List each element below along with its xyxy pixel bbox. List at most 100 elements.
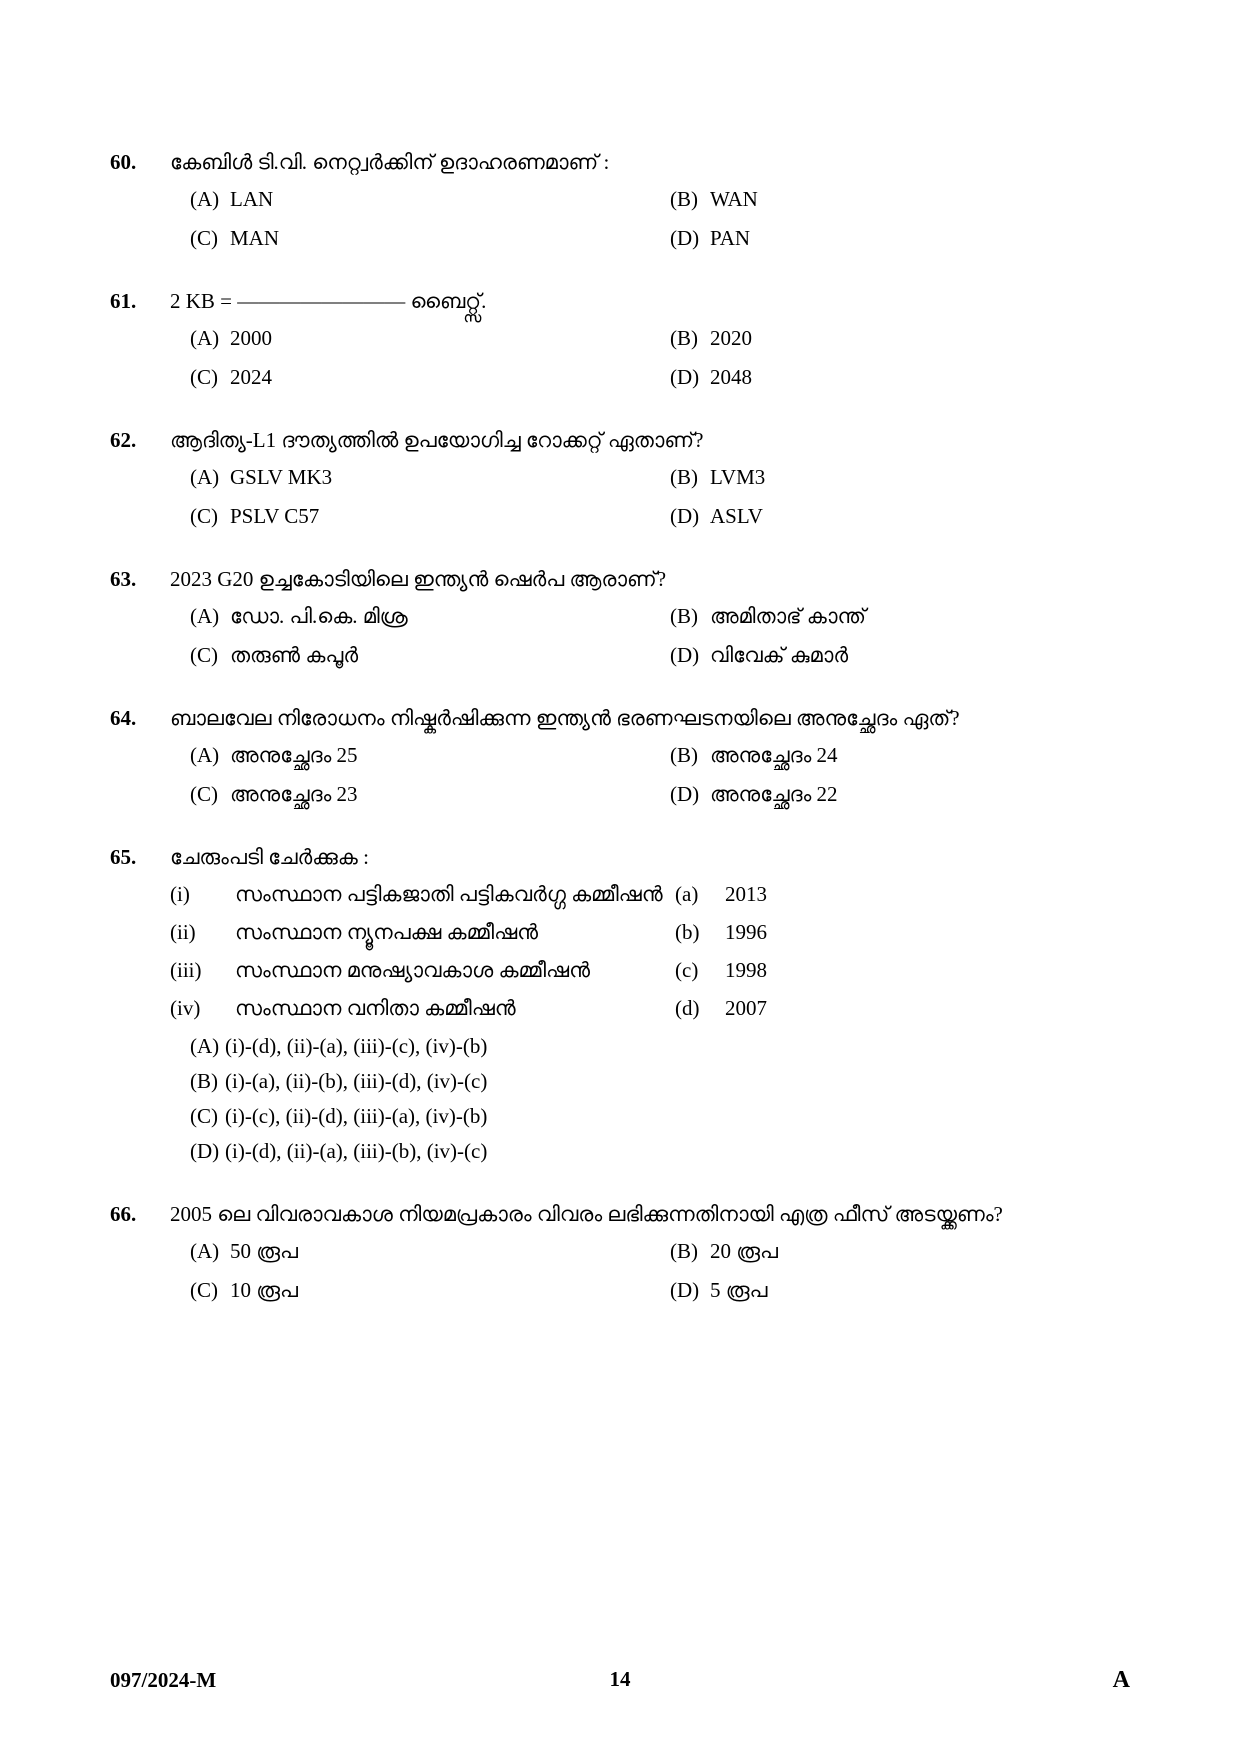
- option-label: (D): [650, 1278, 710, 1303]
- option-a: (A) GSLV MK3: [170, 465, 650, 490]
- question-header: 66. 2005 ലെ വിവരാവകാശ നിയമപ്രകാരം വിവരം …: [110, 1202, 1130, 1227]
- option-label: (D): [650, 782, 710, 807]
- option-row: (C) 2024 (D) 2048: [170, 365, 1130, 390]
- option-b: (B) 2020: [650, 326, 752, 351]
- question-64: 64. ബാലവേല നിരോധനം നിഷ്കർഷിക്കുന്ന ഇന്ത്…: [110, 706, 1130, 807]
- option-label: (A): [170, 743, 230, 768]
- option-text: അനുച്ഛേദം 25: [230, 743, 358, 768]
- option-text: വിവേക് കുമാർ: [710, 643, 848, 668]
- footer-page-number: 14: [610, 1667, 631, 1692]
- options: (A) 2000 (B) 2020 (C) 2024 (D) 2048: [110, 326, 1130, 390]
- question-text: ബാലവേല നിരോധനം നിഷ്കർഷിക്കുന്ന ഇന്ത്യൻ ഭ…: [170, 706, 960, 731]
- option-label: (A): [170, 1239, 230, 1264]
- option-text: അനുച്ഛേദം 22: [710, 782, 838, 807]
- options: (A) LAN (B) WAN (C) MAN (D) PAN: [110, 187, 1130, 251]
- option-label: (D): [170, 1139, 225, 1164]
- option-row: (A) LAN (B) WAN: [170, 187, 1130, 212]
- match-right: 1996: [725, 920, 767, 945]
- option-row: (A) അനുച്ഛേദം 25 (B) അനുച്ഛേദം 24: [170, 743, 1130, 768]
- option-c: (C) 10 രൂപ: [170, 1278, 650, 1303]
- match-right: 2007: [725, 996, 767, 1021]
- match-options: (A) (i)-(d), (ii)-(a), (iii)-(c), (iv)-(…: [110, 1034, 1130, 1164]
- option-label: (D): [650, 643, 710, 668]
- option-label: (B): [650, 465, 710, 490]
- question-text: 2023 G20 ഉച്ചകോടിയിലെ ഇന്ത്യൻ ഷെർപ ആരാണ്…: [170, 567, 666, 592]
- option-label: (D): [650, 504, 710, 529]
- option-c: (C) (i)-(c), (ii)-(d), (iii)-(a), (iv)-(…: [170, 1104, 1130, 1129]
- question-number: 61.: [110, 289, 170, 314]
- option-row: (C) 10 രൂപ (D) 5 രൂപ: [170, 1278, 1130, 1303]
- option-text: (i)-(a), (ii)-(b), (iii)-(d), (iv)-(c): [225, 1069, 487, 1094]
- option-b: (B) അനുച്ഛേദം 24: [650, 743, 838, 768]
- match-roman: (iv): [170, 996, 235, 1021]
- match-letter: (c): [675, 958, 725, 983]
- option-text: GSLV MK3: [230, 465, 332, 490]
- question-header: 64. ബാലവേല നിരോധനം നിഷ്കർഷിക്കുന്ന ഇന്ത്…: [110, 706, 1130, 731]
- option-row: (C) അനുച്ഛേദം 23 (D) അനുച്ഛേദം 22: [170, 782, 1130, 807]
- option-text: (i)-(d), (ii)-(a), (iii)-(b), (iv)-(c): [225, 1139, 487, 1164]
- match-letter: (d): [675, 996, 725, 1021]
- option-label: (A): [170, 187, 230, 212]
- match-left: സംസ്ഥാന മനുഷ്യാവകാശ കമ്മീഷൻ: [235, 958, 675, 983]
- question-text: 2005 ലെ വിവരാവകാശ നിയമപ്രകാരം വിവരം ലഭിക…: [170, 1202, 1003, 1227]
- question-65: 65. ചേരുംപടി ചേർക്കുക : (i) സംസ്ഥാന പട്ട…: [110, 845, 1130, 1164]
- match-roman: (iii): [170, 958, 235, 983]
- option-text: 5 രൂപ: [710, 1278, 767, 1303]
- option-c: (C) MAN: [170, 226, 650, 251]
- question-number: 60.: [110, 150, 170, 175]
- option-label: (C): [170, 504, 230, 529]
- options: (A) 50 രൂപ (B) 20 രൂപ (C) 10 രൂപ (D) 5 ര…: [110, 1239, 1130, 1303]
- option-text: MAN: [230, 226, 279, 251]
- footer-series: A: [1113, 1667, 1130, 1694]
- question-66: 66. 2005 ലെ വിവരാവകാശ നിയമപ്രകാരം വിവരം …: [110, 1202, 1130, 1303]
- question-60: 60. കേബിൾ ടി.വി. നെറ്റ്വർക്കിന് ഉദാഹരണമാ…: [110, 150, 1130, 251]
- option-a: (A) (i)-(d), (ii)-(a), (iii)-(c), (iv)-(…: [170, 1034, 1130, 1059]
- option-b: (B) അമിതാഭ് കാന്ത്: [650, 604, 866, 629]
- option-text: ഡോ. പി.കെ. മിശ്ര: [230, 604, 408, 629]
- question-62: 62. ആദിത്യ-L1 ദൗത്യത്തിൽ ഉപയോഗിച്ച റോക്ക…: [110, 428, 1130, 529]
- options: (A) ഡോ. പി.കെ. മിശ്ര (B) അമിതാഭ് കാന്ത് …: [110, 604, 1130, 668]
- question-text: ചേരുംപടി ചേർക്കുക :: [170, 845, 369, 870]
- option-text: 2024: [230, 365, 272, 390]
- match-row: (iii) സംസ്ഥാന മനുഷ്യാവകാശ കമ്മീഷൻ (c) 19…: [170, 958, 1130, 983]
- option-text: തരുൺ കപൂർ: [230, 643, 358, 668]
- match-left: സംസ്ഥാന വനിതാ കമ്മീഷൻ: [235, 996, 675, 1021]
- option-d: (D) 5 രൂപ: [650, 1278, 767, 1303]
- match-row: (i) സംസ്ഥാന പട്ടികജാതി പട്ടികവർഗ്ഗ കമ്മീ…: [170, 882, 1130, 907]
- option-text: (i)-(d), (ii)-(a), (iii)-(c), (iv)-(b): [225, 1034, 487, 1059]
- option-label: (C): [170, 1104, 225, 1129]
- option-row: (C) PSLV C57 (D) ASLV: [170, 504, 1130, 529]
- option-text: LVM3: [710, 465, 765, 490]
- option-text: 2000: [230, 326, 272, 351]
- question-header: 60. കേബിൾ ടി.വി. നെറ്റ്വർക്കിന് ഉദാഹരണമാ…: [110, 150, 1130, 175]
- option-text: 2020: [710, 326, 752, 351]
- match-roman: (ii): [170, 920, 235, 945]
- question-text: 2 KB = ———————— ബൈറ്റ്സ്.: [170, 289, 486, 314]
- option-b: (B) WAN: [650, 187, 758, 212]
- option-d: (D) ASLV: [650, 504, 763, 529]
- page-footer: 097/2024-M 14 A: [110, 1667, 1130, 1694]
- option-label: (C): [170, 1278, 230, 1303]
- question-header: 65. ചേരുംപടി ചേർക്കുക :: [110, 845, 1130, 870]
- match-letter: (b): [675, 920, 725, 945]
- option-d: (D) (i)-(d), (ii)-(a), (iii)-(b), (iv)-(…: [170, 1139, 1130, 1164]
- option-a: (A) അനുച്ഛേദം 25: [170, 743, 650, 768]
- question-text: ആദിത്യ-L1 ദൗത്യത്തിൽ ഉപയോഗിച്ച റോക്കറ്റ്…: [170, 428, 703, 453]
- options: (A) അനുച്ഛേദം 25 (B) അനുച്ഛേദം 24 (C) അന…: [110, 743, 1130, 807]
- option-label: (C): [170, 365, 230, 390]
- option-row: (A) GSLV MK3 (B) LVM3: [170, 465, 1130, 490]
- option-a: (A) ഡോ. പി.കെ. മിശ്ര: [170, 604, 650, 629]
- option-text: 20 രൂപ: [710, 1239, 778, 1264]
- question-header: 61. 2 KB = ———————— ബൈറ്റ്സ്.: [110, 289, 1130, 314]
- option-label: (D): [650, 226, 710, 251]
- option-label: (D): [650, 365, 710, 390]
- option-text: PAN: [710, 226, 750, 251]
- match-letter: (a): [675, 882, 725, 907]
- option-c: (C) തരുൺ കപൂർ: [170, 643, 650, 668]
- question-number: 66.: [110, 1202, 170, 1227]
- option-row: (A) 2000 (B) 2020: [170, 326, 1130, 351]
- option-label: (A): [170, 604, 230, 629]
- option-d: (D) അനുച്ഛേദം 22: [650, 782, 838, 807]
- footer-code: 097/2024-M: [110, 1668, 216, 1693]
- option-text: ASLV: [710, 504, 763, 529]
